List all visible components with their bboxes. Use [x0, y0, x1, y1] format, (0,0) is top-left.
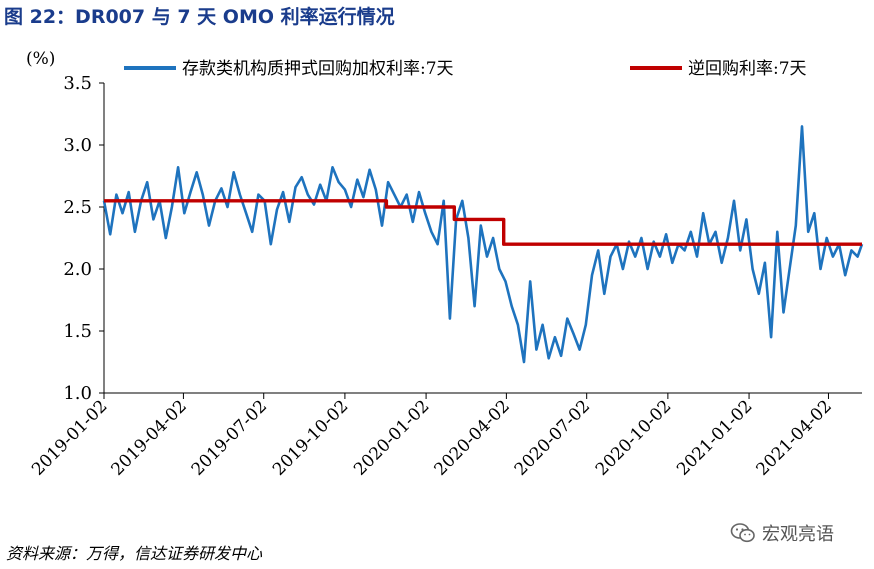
y-tick-label: 3.5: [63, 73, 92, 94]
y-tick-label: 3.0: [63, 135, 92, 156]
wechat-icon: [730, 523, 755, 543]
series-line-dr007: [102, 125, 864, 364]
x-tick-group: 2019-01-022019-04-022019-07-022019-10-02…: [28, 393, 836, 480]
x-tick-label: 2020-07-02: [511, 396, 594, 479]
y-tick-label: 2.5: [63, 197, 92, 218]
x-tick-label: 2019-07-02: [188, 396, 271, 479]
figure-title: 图 22：DR007 与 7 天 OMO 利率运行情况: [4, 6, 395, 28]
x-tick-label: 2020-10-02: [592, 396, 675, 479]
x-tick-label: 2020-04-02: [430, 396, 513, 479]
x-tick-label: 2019-04-02: [108, 396, 191, 479]
x-tick-label: 2021-01-02: [673, 396, 756, 479]
series-layer: [102, 125, 864, 364]
x-tick-label: 2019-10-02: [269, 396, 352, 479]
legend: 存款类机构质押式回购加权利率:7天 逆回购利率:7天: [124, 59, 807, 79]
legend-label-dr007: 存款类机构质押式回购加权利率:7天: [182, 59, 454, 79]
watermark-text: 宏观亮语: [762, 524, 834, 545]
y-tick-label: 1.0: [63, 383, 92, 404]
y-tick-group: 3.5 3.0 2.5 2.0 1.5 1.0: [63, 73, 104, 404]
y-tick-label: 1.5: [63, 321, 92, 342]
source-note: 资料来源：万得，信达证券研发中心: [6, 544, 263, 563]
y-axis-unit-label: (%): [26, 49, 55, 69]
watermark: 宏观亮语: [730, 520, 834, 546]
series-line-omo: [104, 199, 862, 246]
legend-label-omo: 逆回购利率:7天: [688, 59, 807, 79]
x-tick-label: 2020-01-02: [350, 396, 433, 479]
x-tick-label: 2019-01-02: [28, 396, 111, 479]
x-tick-label: 2021-04-02: [753, 396, 836, 479]
y-tick-label: 2.0: [63, 259, 92, 280]
